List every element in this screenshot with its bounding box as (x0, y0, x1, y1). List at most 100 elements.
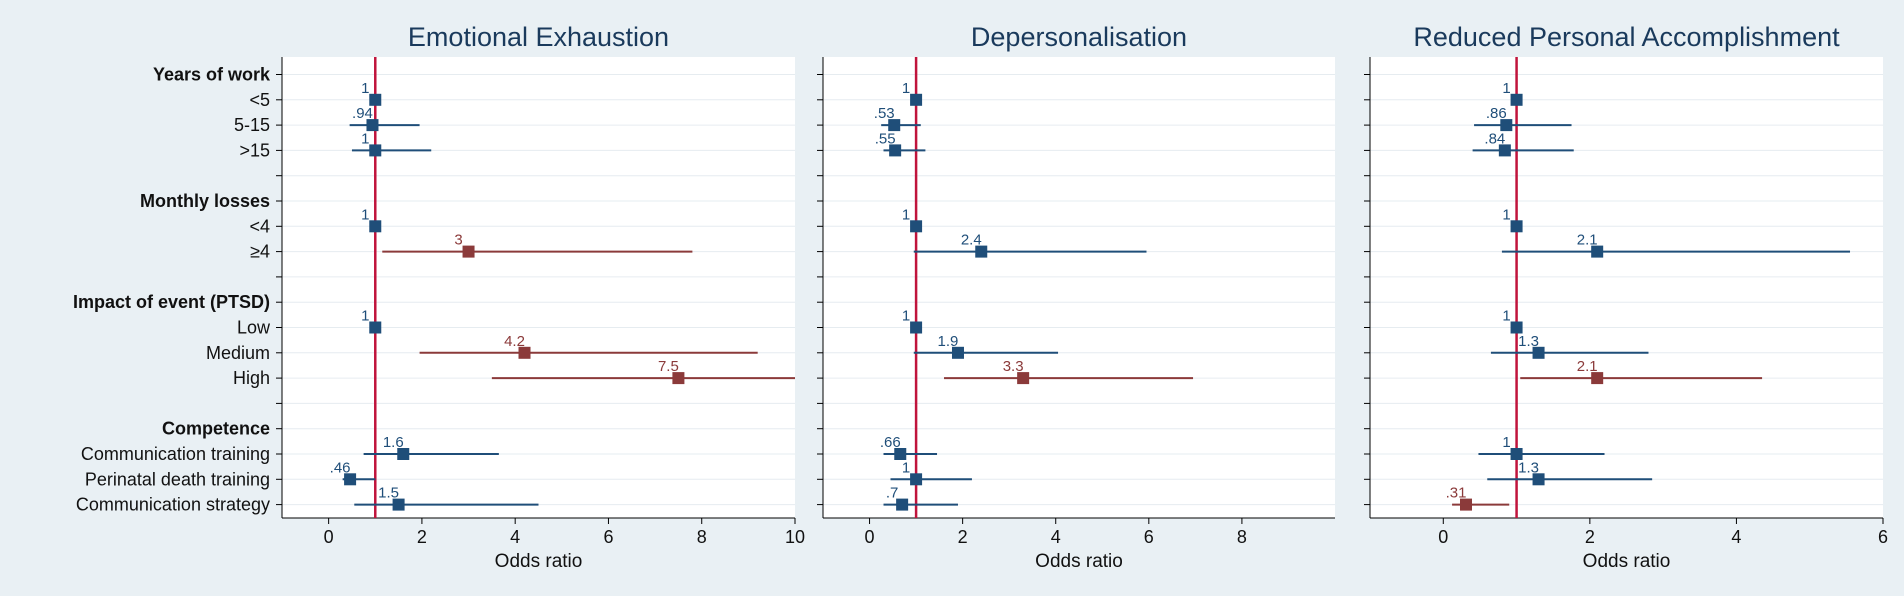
point-estimate (1532, 346, 1545, 359)
forest-panel: 0 2 4 6 8 Odds ratio Depersonalisation 1 .53 .55 1… (817, 22, 1335, 572)
plot-area (823, 57, 1335, 518)
x-tick-label: 10 (785, 527, 805, 547)
x-tick-label: 2 (1585, 527, 1595, 547)
x-tick-label: 8 (1237, 527, 1247, 547)
point-label: 1.5 (378, 485, 399, 502)
point-label: .55 (875, 130, 896, 147)
point-label: 1 (361, 130, 369, 147)
point-estimate (910, 321, 923, 334)
panel-title: Emotional Exhaustion (408, 22, 669, 52)
point-label: 3 (454, 232, 462, 249)
point-estimate (1591, 372, 1604, 385)
point-label: .31 (1446, 485, 1467, 502)
point-estimate (889, 144, 902, 157)
point-label: 1 (361, 308, 369, 325)
point-estimate (910, 93, 923, 106)
x-axis-label: Odds ratio (1035, 551, 1123, 572)
point-label: 7.5 (658, 358, 679, 375)
row-label: >15 (239, 140, 270, 160)
point-label: .84 (1484, 130, 1505, 147)
panel-title: Reduced Personal Accomplishment (1413, 22, 1840, 52)
plot-area (1370, 57, 1883, 518)
forest-panel: 0 2 4 6 Odds ratio Reduced Personal Accomplis… (1364, 22, 1888, 572)
point-estimate (518, 346, 531, 359)
point-label: .7 (886, 485, 899, 502)
row-label: Perinatal death training (85, 469, 270, 489)
point-estimate (910, 220, 923, 233)
point-estimate (462, 245, 475, 258)
point-label: 1 (1502, 308, 1510, 325)
point-label: 1.9 (938, 333, 959, 350)
point-label: 1.6 (383, 434, 404, 451)
point-estimate (896, 498, 909, 511)
row-label: <5 (249, 90, 270, 110)
point-label: .66 (880, 434, 901, 451)
row-label: Low (237, 318, 271, 338)
point-estimate (1510, 448, 1523, 460)
point-estimate (1510, 93, 1523, 106)
x-axis-label: Odds ratio (1583, 551, 1671, 572)
point-estimate (951, 346, 964, 359)
point-label: .86 (1486, 105, 1507, 122)
point-estimate (366, 119, 379, 132)
point-estimate (369, 220, 382, 233)
x-tick-label: 2 (417, 527, 427, 547)
point-estimate (392, 498, 405, 511)
point-estimate (1498, 144, 1511, 157)
point-label: 1 (361, 206, 369, 223)
row-labels: Years of work <5 5-15 >15 Monthly losses <4 ≥4… (73, 65, 271, 515)
row-label: <4 (249, 216, 270, 236)
point-label: .94 (352, 105, 373, 122)
x-tick-label: 4 (1051, 527, 1061, 547)
point-estimate (369, 144, 382, 157)
row-label: Medium (206, 343, 270, 363)
x-tick-label: 0 (1438, 527, 1448, 547)
row-header-label: Years of work (153, 65, 271, 85)
point-estimate (894, 448, 907, 460)
point-label: 1 (902, 308, 910, 325)
x-tick-label: 4 (510, 527, 520, 547)
x-tick-label: 6 (1878, 527, 1888, 547)
point-estimate (975, 245, 988, 258)
x-tick-label: 0 (324, 527, 334, 547)
x-tick-label: 6 (1144, 527, 1154, 547)
point-label: 4.2 (504, 333, 525, 350)
point-label: 3.3 (1003, 358, 1024, 375)
plot-area (282, 57, 795, 518)
point-label: 1.3 (1518, 459, 1539, 476)
point-label: 2.1 (1577, 232, 1598, 249)
row-label: ≥4 (250, 242, 270, 262)
row-label: 5-15 (234, 115, 270, 135)
point-label: 1 (902, 206, 910, 223)
forest-panel: 0 2 4 6 8 10 Odds ratio Emotional Exhaustion 1 .9… (276, 22, 805, 572)
point-label: 2.4 (961, 232, 982, 249)
point-estimate (1500, 119, 1513, 132)
point-estimate (1510, 321, 1523, 334)
x-tick-label: 4 (1731, 527, 1741, 547)
x-tick-label: 2 (958, 527, 968, 547)
panel-title: Depersonalisation (971, 22, 1187, 52)
row-label: Communication training (81, 444, 270, 464)
point-label: 1 (361, 80, 369, 97)
point-estimate (1017, 372, 1030, 385)
point-label: 1 (1502, 206, 1510, 223)
point-estimate (910, 473, 923, 486)
point-estimate (369, 321, 382, 334)
row-header-label: Impact of event (PTSD) (73, 292, 270, 312)
point-label: 1 (902, 80, 910, 97)
point-estimate (672, 372, 685, 385)
row-label: Communication strategy (76, 495, 270, 515)
point-estimate (1591, 245, 1604, 258)
x-tick-label: 8 (697, 527, 707, 547)
row-label: High (233, 368, 270, 388)
x-tick-label: 0 (865, 527, 875, 547)
point-estimate (888, 119, 901, 132)
point-label: 1 (1502, 434, 1510, 451)
x-tick-label: 6 (603, 527, 613, 547)
point-label: .53 (874, 105, 895, 122)
point-label: 1.3 (1518, 333, 1539, 350)
point-label: 2.1 (1577, 358, 1598, 375)
point-estimate (1460, 498, 1473, 511)
